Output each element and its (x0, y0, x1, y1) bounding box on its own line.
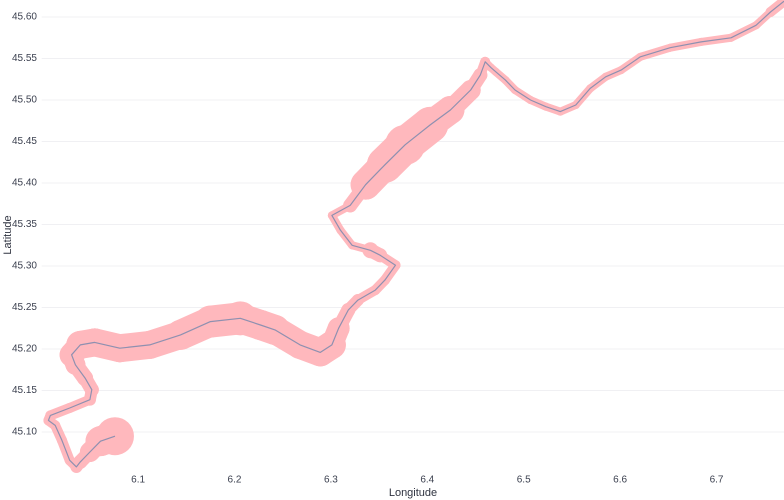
y-tick-label: 45.45 (12, 136, 37, 147)
x-tick-label: 6.5 (517, 475, 531, 486)
track-line (47, 0, 784, 468)
x-tick-label: 6.3 (324, 475, 338, 486)
y-tick-label: 45.10 (12, 427, 37, 438)
x-tick-label: 6.7 (710, 475, 724, 486)
x-tick-label: 6.6 (613, 475, 627, 486)
y-tick-label: 45.30 (12, 261, 37, 272)
y-tick-label: 45.50 (12, 95, 37, 106)
x-tick-label: 6.2 (228, 475, 242, 486)
y-tick-label: 45.55 (12, 53, 37, 64)
y-tick-label: 45.40 (12, 178, 37, 189)
y-tick-label: 45.60 (12, 12, 37, 23)
y-axis-title: Latitude (2, 215, 14, 254)
y-tick-label: 45.15 (12, 385, 37, 396)
x-tick-label: 6.4 (420, 475, 434, 486)
x-tick-label: 6.1 (131, 475, 145, 486)
y-tick-label: 45.20 (12, 344, 37, 355)
y-tick-label: 45.25 (12, 302, 37, 313)
y-tick-label: 45.35 (12, 219, 37, 230)
x-axis-title: Longitude (389, 487, 437, 499)
